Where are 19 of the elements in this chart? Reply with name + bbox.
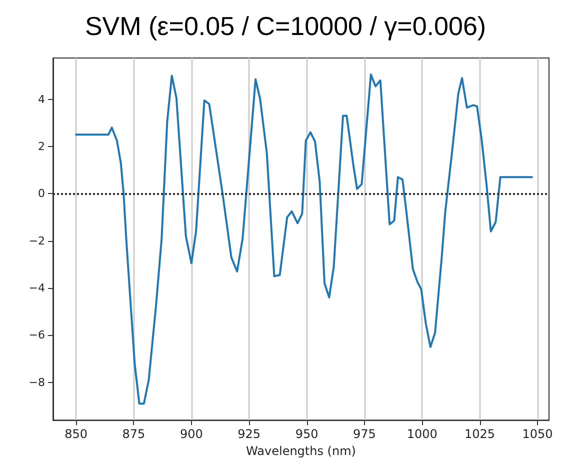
x-tick-label: 875 [122, 427, 146, 442]
chart-title: SVM (ε=0.05 / C=10000 / γ=0.006) [84, 11, 486, 41]
x-tick-label: 950 [295, 427, 318, 442]
x-tick-label: 925 [238, 427, 261, 442]
y-tick-label: 0 [38, 187, 45, 200]
x-tick-label: 1025 [464, 427, 496, 442]
x-tick-label: 900 [180, 427, 203, 442]
y-tick-label: −4 [28, 282, 45, 294]
line-series [75, 74, 533, 405]
y-tick-label: 2 [38, 140, 45, 153]
y-tick-label: 4 [38, 92, 45, 106]
y-tick-label: −2 [28, 234, 45, 248]
x-tick-label: 1000 [406, 427, 438, 442]
x-tick-label: 850 [64, 427, 88, 442]
x-tick-label: 1050 [522, 427, 553, 442]
x-tick-label: 975 [352, 427, 376, 442]
y-tick-label: −8 [28, 376, 45, 389]
y-tick-label: −6 [28, 328, 45, 342]
x-axis-title: Wavelengths (nm) [246, 444, 356, 458]
